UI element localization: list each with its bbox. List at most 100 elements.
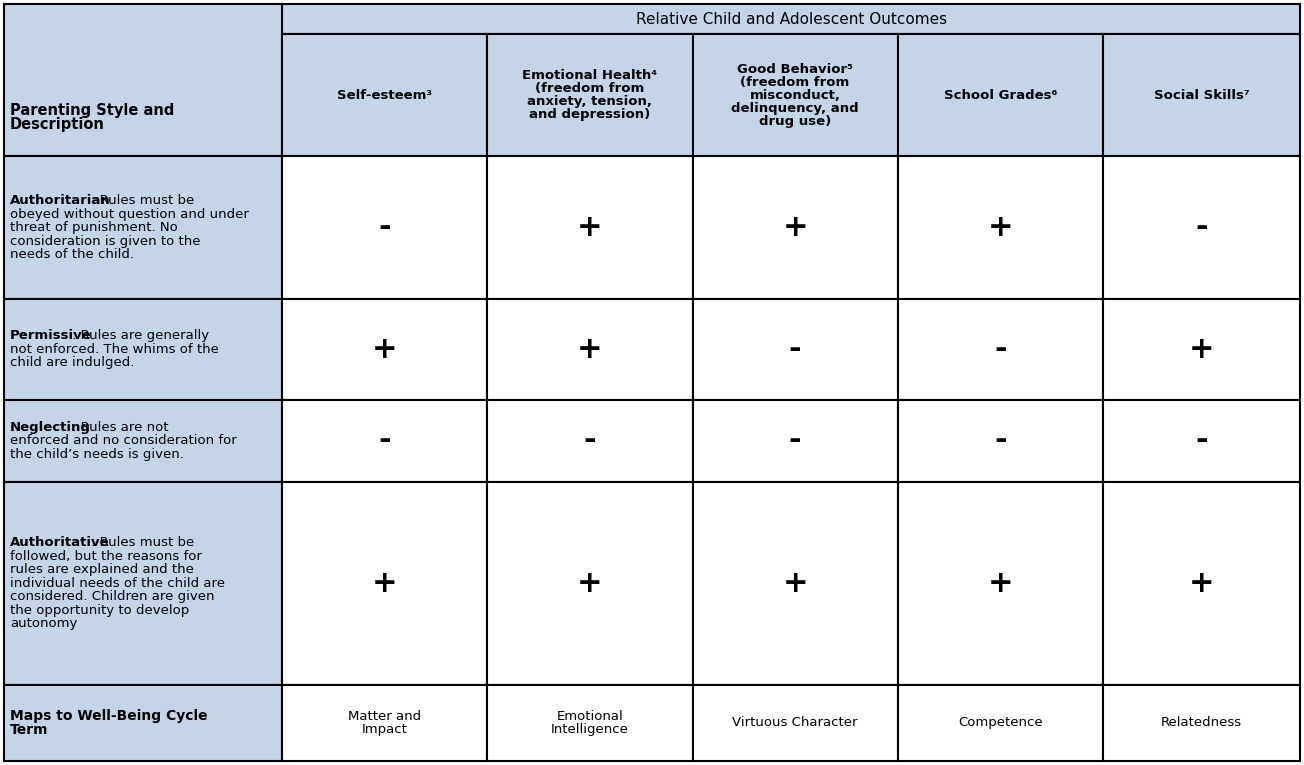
Bar — [488, 482, 692, 685]
Bar — [282, 685, 488, 761]
Bar — [282, 482, 488, 685]
Text: +: + — [1189, 335, 1214, 364]
Bar — [488, 34, 692, 156]
Bar — [1103, 156, 1300, 298]
Text: Intelligence: Intelligence — [552, 723, 629, 736]
Text: autonomy: autonomy — [10, 617, 77, 630]
Text: Matter and: Matter and — [348, 710, 421, 723]
Text: +: + — [578, 213, 602, 242]
Text: -: - — [378, 213, 391, 242]
Bar — [1103, 400, 1300, 482]
Bar — [692, 156, 897, 298]
Text: drug use): drug use) — [759, 115, 831, 128]
Text: the child’s needs is given.: the child’s needs is given. — [10, 448, 184, 461]
Text: Relative Child and Adolescent Outcomes: Relative Child and Adolescent Outcomes — [635, 11, 947, 27]
Text: anxiety, tension,: anxiety, tension, — [527, 96, 652, 109]
Text: -: - — [994, 335, 1007, 364]
Text: -: - — [789, 335, 802, 364]
Text: Virtuous Character: Virtuous Character — [733, 716, 858, 729]
Bar — [897, 685, 1103, 761]
Text: +: + — [782, 213, 808, 242]
Text: consideration is given to the: consideration is given to the — [10, 235, 201, 248]
Text: +: + — [1189, 568, 1214, 597]
Bar — [692, 685, 897, 761]
Text: not enforced. The whims of the: not enforced. The whims of the — [10, 343, 219, 356]
Bar — [1103, 685, 1300, 761]
Bar — [692, 298, 897, 400]
Text: delinquency, and: delinquency, and — [732, 102, 859, 115]
Text: Maps to Well-Being Cycle: Maps to Well-Being Cycle — [10, 709, 207, 723]
Bar — [488, 156, 692, 298]
Text: +: + — [578, 335, 602, 364]
Text: +: + — [372, 335, 398, 364]
Bar — [282, 156, 488, 298]
Bar — [1103, 34, 1300, 156]
Text: Neglecting: Neglecting — [10, 421, 91, 434]
Bar — [282, 4, 1300, 34]
Text: Good Behavior⁵: Good Behavior⁵ — [737, 63, 853, 76]
Text: (freedom from: (freedom from — [536, 83, 644, 96]
Text: threat of punishment. No: threat of punishment. No — [10, 221, 177, 234]
Bar — [4, 156, 282, 298]
Text: followed, but the reasons for: followed, but the reasons for — [10, 550, 202, 563]
Text: -: - — [378, 426, 391, 455]
Text: +: + — [578, 568, 602, 597]
Text: -: - — [1194, 426, 1208, 455]
Text: Authoritative: Authoritative — [10, 536, 110, 549]
Bar — [4, 4, 282, 156]
Bar — [692, 400, 897, 482]
Bar — [282, 298, 488, 400]
Text: Term: Term — [10, 723, 48, 737]
Text: Competence: Competence — [958, 716, 1043, 729]
Text: obeyed without question and under: obeyed without question and under — [10, 207, 249, 220]
Text: rules are explained and the: rules are explained and the — [10, 563, 194, 576]
Bar — [4, 482, 282, 685]
Bar — [692, 34, 897, 156]
Text: needs of the child.: needs of the child. — [10, 248, 134, 261]
Bar — [282, 400, 488, 482]
Text: : Rules must be: : Rules must be — [90, 194, 194, 207]
Text: enforced and no consideration for: enforced and no consideration for — [10, 435, 237, 448]
Text: School Grades⁶: School Grades⁶ — [944, 89, 1058, 102]
Text: Emotional Health⁴: Emotional Health⁴ — [523, 70, 657, 83]
Bar — [1103, 298, 1300, 400]
Bar — [897, 482, 1103, 685]
Text: -: - — [789, 426, 802, 455]
Bar — [692, 482, 897, 685]
Text: and depression): and depression) — [529, 109, 651, 122]
Bar — [897, 156, 1103, 298]
Text: Relatedness: Relatedness — [1161, 716, 1241, 729]
Bar — [897, 400, 1103, 482]
Text: child are indulged.: child are indulged. — [10, 356, 134, 369]
Bar — [897, 298, 1103, 400]
Text: +: + — [782, 568, 808, 597]
Text: -: - — [584, 426, 596, 455]
Text: : Rules are not: : Rules are not — [72, 421, 168, 434]
Bar — [282, 34, 488, 156]
Text: Authoritarian: Authoritarian — [10, 194, 111, 207]
Bar — [4, 298, 282, 400]
Text: +: + — [987, 568, 1013, 597]
Text: misconduct,: misconduct, — [750, 89, 841, 102]
Text: -: - — [994, 426, 1007, 455]
Bar — [488, 685, 692, 761]
Text: +: + — [372, 568, 398, 597]
Bar — [488, 400, 692, 482]
Text: the opportunity to develop: the opportunity to develop — [10, 604, 189, 617]
Text: +: + — [987, 213, 1013, 242]
Bar — [4, 400, 282, 482]
Text: -: - — [1194, 213, 1208, 242]
Text: Impact: Impact — [361, 723, 408, 736]
Text: individual needs of the child are: individual needs of the child are — [10, 577, 226, 590]
Text: : Rules are generally: : Rules are generally — [72, 330, 209, 343]
Text: Description: Description — [10, 117, 104, 132]
Text: (freedom from: (freedom from — [741, 76, 850, 89]
Text: considered. Children are given: considered. Children are given — [10, 590, 214, 603]
Bar — [897, 34, 1103, 156]
Text: Permissive: Permissive — [10, 330, 91, 343]
Text: Parenting Style and: Parenting Style and — [10, 103, 175, 119]
Bar — [4, 685, 282, 761]
Bar — [1103, 482, 1300, 685]
Bar — [488, 298, 692, 400]
Text: Social Skills⁷: Social Skills⁷ — [1154, 89, 1249, 102]
